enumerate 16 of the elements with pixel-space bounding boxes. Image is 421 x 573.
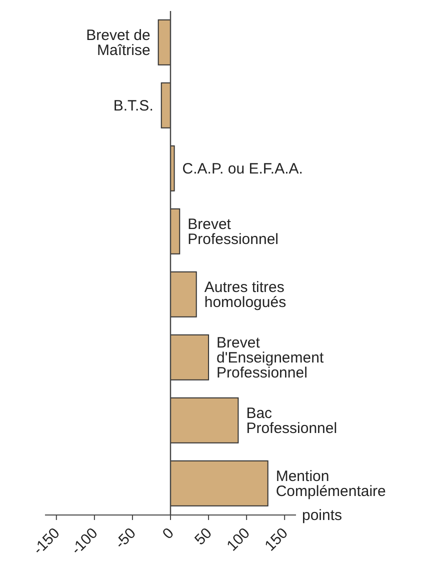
y-tick-label: C.A.P. ou E.F.A.A. <box>182 160 303 178</box>
x-tick-label: 50 <box>192 524 216 549</box>
y-tick-label: Brevet Professionnel <box>188 216 279 248</box>
x-tick-label: -50 <box>112 524 140 552</box>
x-tick-label: 0 <box>159 524 178 543</box>
y-tick-label: B.T.S. <box>113 97 154 114</box>
x-tick-label: -150 <box>30 524 64 558</box>
x-axis-title: points <box>302 507 342 524</box>
x-tick-label: 150 <box>262 524 292 555</box>
y-tick-label: Autres titres homologués <box>204 278 286 311</box>
x-tick-label: 100 <box>224 524 254 555</box>
y-tick-label: Brevet de Maîtrise <box>86 26 150 59</box>
y-tick-label: Brevet d'Enseignement Professionnel <box>216 334 324 382</box>
x-tick-label: -100 <box>68 524 102 558</box>
y-tick-label: Bac Professionnel <box>246 404 338 437</box>
y-tick-label: Mention Complémentaire <box>276 468 386 500</box>
